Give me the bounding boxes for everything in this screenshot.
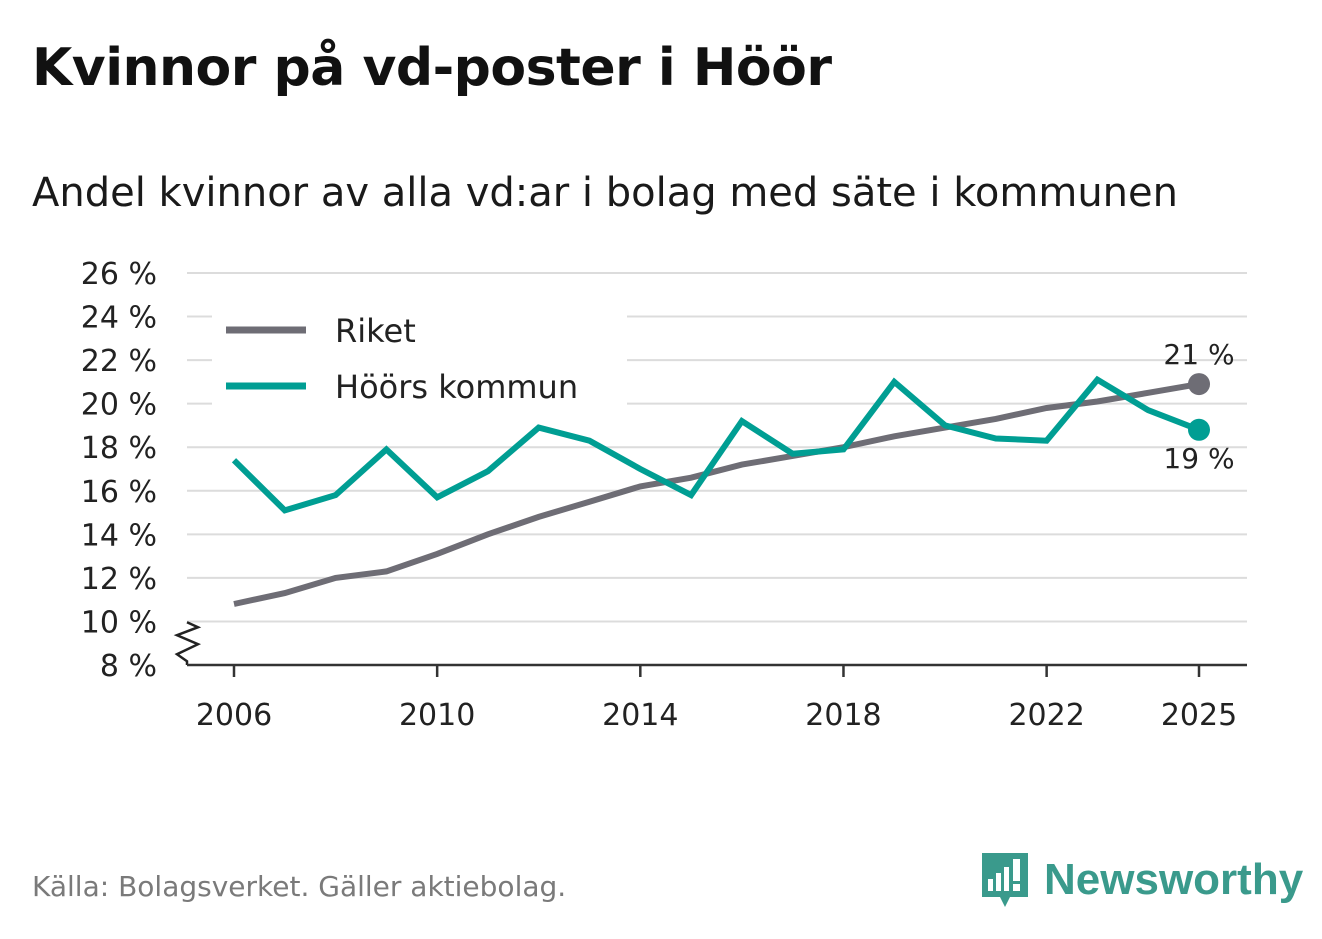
end-point-riket — [1188, 373, 1210, 396]
y-tick-label: 12 % — [81, 562, 157, 597]
y-tick-label: 16 % — [81, 475, 157, 510]
axis-break-marker — [173, 621, 202, 665]
y-tick-label: 8 % — [100, 649, 157, 684]
brand-name: Newsworthy — [1044, 855, 1304, 904]
legend-background — [212, 306, 627, 410]
newsworthy-logo-icon — [982, 853, 1028, 907]
source-note: Källa: Bolagsverket. Gäller aktiebolag. — [32, 870, 567, 903]
x-tick-label: 2006 — [196, 698, 272, 733]
y-tick-label: 14 % — [81, 518, 157, 553]
y-axis-ticks: 8 % 10 % 12 % 14 % 16 % 18 % 20 % 22 % 24 % 26 % — [81, 257, 202, 684]
end-point-hoor — [1188, 418, 1210, 441]
legend-label: Riket — [335, 312, 416, 350]
legend-label: Höörs kommun — [335, 368, 578, 406]
y-tick-label: 20 % — [81, 388, 157, 423]
y-tick-label: 22 % — [81, 344, 157, 379]
x-tick-label: 2018 — [805, 698, 881, 733]
x-axis: 2006 2010 2014 2018 2022 2025 — [187, 663, 1247, 733]
brand-logo[interactable]: Newsworthy — [980, 848, 1303, 912]
y-tick-label: 10 % — [81, 605, 157, 640]
end-label-riket: 21 % — [1163, 338, 1234, 371]
end-labels: 21 % 19 % — [1163, 338, 1234, 475]
x-tick-label: 2022 — [1008, 698, 1084, 733]
end-label-hoor: 19 % — [1163, 442, 1234, 475]
chart-title: Kvinnor på vd-poster i Höör — [32, 38, 832, 98]
chart-subtitle: Andel kvinnor av alla vd:ar i bolag med … — [32, 170, 1178, 216]
x-tick-label: 2025 — [1161, 698, 1237, 733]
y-tick-label: 18 % — [81, 431, 157, 466]
y-tick-label: 24 % — [81, 301, 157, 336]
series-line-hoor — [231, 375, 1201, 514]
x-tick-label: 2010 — [399, 698, 475, 733]
x-tick-label: 2014 — [602, 698, 678, 733]
legend: Riket Höörs kommun — [212, 306, 627, 410]
y-tick-label: 26 % — [81, 257, 157, 292]
series-lines — [231, 373, 1210, 607]
series-line-riket — [233, 381, 1200, 607]
